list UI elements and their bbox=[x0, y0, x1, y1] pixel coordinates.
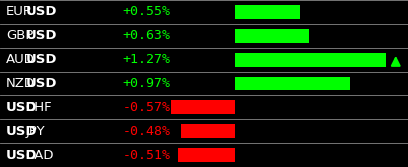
Text: USD: USD bbox=[6, 125, 38, 138]
Text: GBP: GBP bbox=[6, 29, 33, 42]
Text: -0.57%: -0.57% bbox=[122, 101, 171, 114]
Bar bbox=[178, 148, 235, 162]
Bar bbox=[235, 77, 350, 90]
Text: NZD: NZD bbox=[6, 77, 35, 90]
Text: CHF: CHF bbox=[26, 101, 52, 114]
Text: +0.97%: +0.97% bbox=[122, 77, 171, 90]
Text: USD: USD bbox=[26, 6, 57, 18]
Bar bbox=[235, 29, 310, 43]
Text: USD: USD bbox=[6, 149, 38, 161]
Text: -0.51%: -0.51% bbox=[122, 149, 171, 161]
Text: -0.48%: -0.48% bbox=[122, 125, 171, 138]
Text: +0.63%: +0.63% bbox=[122, 29, 171, 42]
Text: +0.55%: +0.55% bbox=[122, 6, 171, 18]
Text: CAD: CAD bbox=[26, 149, 54, 161]
Text: EUR: EUR bbox=[6, 6, 33, 18]
Text: JPY: JPY bbox=[26, 125, 45, 138]
Text: USD: USD bbox=[26, 77, 57, 90]
Bar bbox=[171, 100, 235, 114]
Text: USD: USD bbox=[6, 101, 38, 114]
Bar bbox=[235, 53, 386, 67]
Text: USD: USD bbox=[26, 53, 57, 66]
Text: AUD: AUD bbox=[6, 53, 35, 66]
Bar bbox=[235, 5, 300, 19]
Text: +1.27%: +1.27% bbox=[122, 53, 171, 66]
Bar bbox=[181, 124, 235, 138]
Text: USD: USD bbox=[26, 29, 57, 42]
